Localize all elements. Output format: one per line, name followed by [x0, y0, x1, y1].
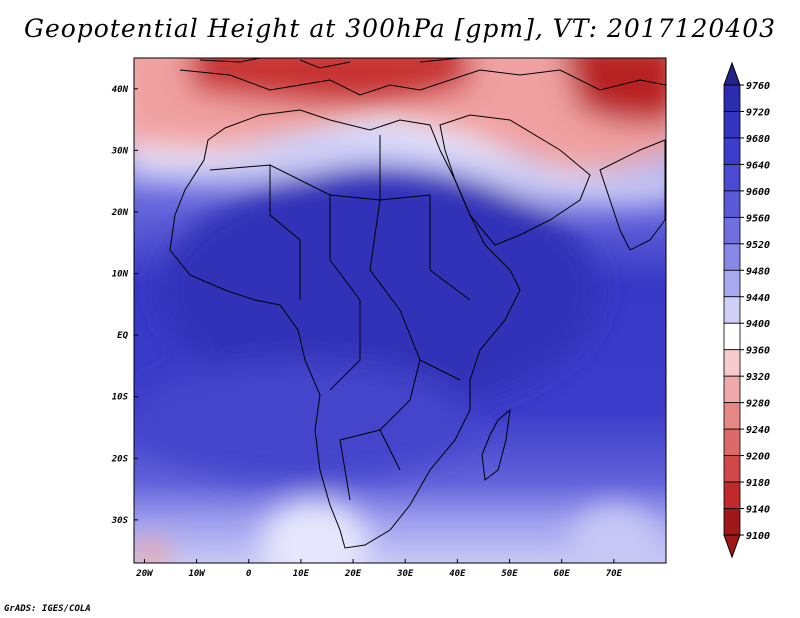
colorbar-label: 9200 — [746, 452, 770, 463]
colorbar-label: 9640 — [746, 160, 770, 171]
colorbar-swatch — [723, 375, 741, 404]
map-title: Geopotential Height at 300hPa [gpm], VT:… — [23, 14, 777, 43]
colorbar-swatch — [723, 349, 741, 377]
colorbar-label: 9320 — [746, 372, 770, 383]
lon-tick-label: 50E — [501, 569, 518, 579]
colorbar-swatch — [723, 243, 741, 271]
colorbar-label: 9180 — [746, 478, 770, 489]
lon-axis: 20W 10W 0 10E 20E 30E 40E 50E 60E 70E — [135, 559, 623, 579]
colorbar-label: 9560 — [746, 213, 770, 224]
colorbar-label: 9760 — [746, 81, 770, 92]
colorbar-swatch — [723, 402, 741, 430]
colorbar-swatch — [723, 455, 741, 483]
lat-axis: 40N 30N 20N 10N EQ 10S 20S 30S — [111, 85, 138, 526]
lon-tick-label: 0 — [246, 569, 252, 579]
colorbar-label: 9100 — [746, 531, 770, 542]
lat-tick-label: 10S — [112, 393, 129, 403]
colorbar-label: 9680 — [746, 134, 770, 145]
lat-tick-label: 10N — [112, 270, 129, 280]
lon-tick-label: 10W — [188, 569, 206, 579]
colorbar: 9760 9720 9680 9640 9600 9560 9520 9480 9440 9400… — [723, 61, 770, 559]
lat-tick-label: EQ — [117, 331, 128, 341]
lon-tick-label: 10E — [293, 569, 310, 579]
colorbar-label: 9520 — [746, 240, 770, 251]
lat-tick-label: 30N — [111, 146, 129, 156]
colorbar-swatch — [723, 296, 741, 324]
lat-tick-label: 20N — [111, 208, 129, 218]
lon-tick-label: 70E — [606, 569, 623, 579]
colorbar-swatch — [723, 269, 741, 298]
contour-field — [134, 58, 666, 563]
colorbar-label: 9600 — [746, 187, 770, 198]
colorbar-swatch — [723, 322, 741, 351]
colorbar-label: 9280 — [746, 399, 770, 410]
lon-tick-label: 60E — [554, 569, 571, 579]
lat-tick-label: 40N — [112, 85, 129, 95]
colorbar-label: 9360 — [746, 346, 770, 357]
lon-tick-label: 30E — [396, 569, 414, 579]
colorbar-swatch — [723, 111, 741, 139]
colorbar-swatch — [723, 164, 741, 192]
colorbar-label: 9440 — [746, 293, 770, 304]
coastlines — [169, 58, 666, 549]
credit-text: GrADS: IGES/COLA — [4, 604, 91, 614]
colorbar-swatch — [723, 137, 741, 165]
lat-tick-label: 20S — [111, 454, 129, 464]
colorbar-swatch — [723, 481, 741, 509]
colorbar-swatch — [723, 508, 741, 536]
colorbar-label: 9400 — [746, 319, 770, 330]
colorbar-swatch — [723, 190, 741, 218]
lon-tick-label: 20W — [135, 569, 154, 579]
colorbar-bottom-arrow — [723, 534, 741, 559]
colorbar-swatch — [723, 84, 741, 112]
colorbar-swatch — [723, 428, 741, 456]
map-frame — [133, 57, 667, 564]
colorbar-swatch — [723, 216, 741, 245]
lat-tick-label: 30S — [111, 516, 129, 526]
lon-tick-label: 20E — [344, 569, 362, 579]
lon-tick-label: 40E — [449, 569, 466, 579]
colorbar-top-arrow — [723, 61, 741, 86]
colorbar-label: 9480 — [746, 266, 770, 277]
colorbar-label: 9240 — [746, 425, 770, 436]
colorbar-label: 9720 — [746, 107, 770, 118]
colorbar-label: 9140 — [746, 505, 770, 516]
